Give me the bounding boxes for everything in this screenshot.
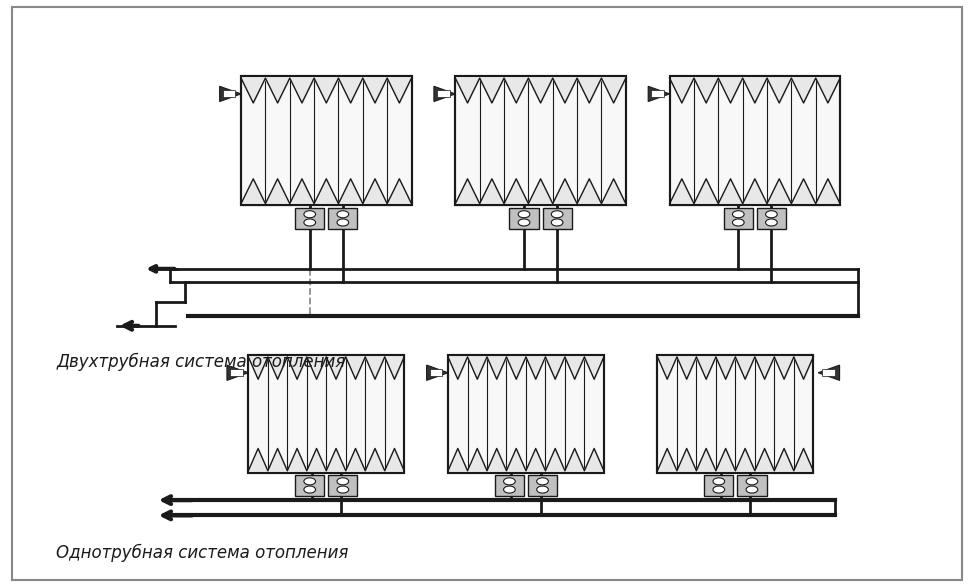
Circle shape <box>337 211 349 218</box>
Bar <box>328 475 357 496</box>
Bar <box>652 90 664 97</box>
Bar <box>436 90 450 97</box>
Bar <box>543 208 572 229</box>
Circle shape <box>713 478 725 485</box>
Bar <box>528 475 557 496</box>
Circle shape <box>504 478 515 485</box>
Circle shape <box>551 219 563 226</box>
Bar <box>456 76 626 205</box>
Bar <box>456 76 626 205</box>
Circle shape <box>746 478 758 485</box>
Circle shape <box>337 486 349 493</box>
Bar <box>448 355 604 473</box>
Circle shape <box>713 486 725 493</box>
Circle shape <box>732 219 744 226</box>
Circle shape <box>746 486 758 493</box>
Bar <box>495 475 524 496</box>
Polygon shape <box>227 365 248 380</box>
Bar <box>448 355 604 473</box>
Polygon shape <box>818 365 840 380</box>
Bar <box>242 76 411 205</box>
Bar <box>328 208 357 229</box>
Bar <box>242 76 411 205</box>
Circle shape <box>766 219 777 226</box>
Polygon shape <box>434 86 456 102</box>
Circle shape <box>518 211 530 218</box>
Bar <box>295 475 324 496</box>
Circle shape <box>337 219 349 226</box>
Bar <box>822 369 835 376</box>
Bar <box>430 369 442 376</box>
Bar <box>724 208 753 229</box>
Circle shape <box>304 211 316 218</box>
Circle shape <box>551 211 563 218</box>
Circle shape <box>504 486 515 493</box>
Circle shape <box>304 219 316 226</box>
Bar <box>737 475 767 496</box>
Circle shape <box>337 478 349 485</box>
Circle shape <box>537 478 548 485</box>
Bar <box>670 76 840 205</box>
Bar <box>509 208 539 229</box>
Circle shape <box>537 486 548 493</box>
Circle shape <box>766 211 777 218</box>
Polygon shape <box>220 86 242 102</box>
Text: Двухтрубная система отопления: Двухтрубная система отопления <box>56 353 346 372</box>
Bar <box>670 76 840 205</box>
Text: Однотрубная система отопления: Однотрубная система отопления <box>56 544 349 562</box>
Circle shape <box>732 211 744 218</box>
Polygon shape <box>427 365 448 380</box>
Bar <box>248 355 404 473</box>
Polygon shape <box>649 86 670 102</box>
Circle shape <box>304 486 316 493</box>
Circle shape <box>518 219 530 226</box>
Bar <box>704 475 733 496</box>
Bar <box>230 369 243 376</box>
Circle shape <box>304 478 316 485</box>
Bar <box>295 208 324 229</box>
Bar <box>248 355 404 473</box>
Bar <box>657 355 813 473</box>
Bar <box>657 355 813 473</box>
Bar <box>223 90 236 97</box>
Bar <box>757 208 786 229</box>
